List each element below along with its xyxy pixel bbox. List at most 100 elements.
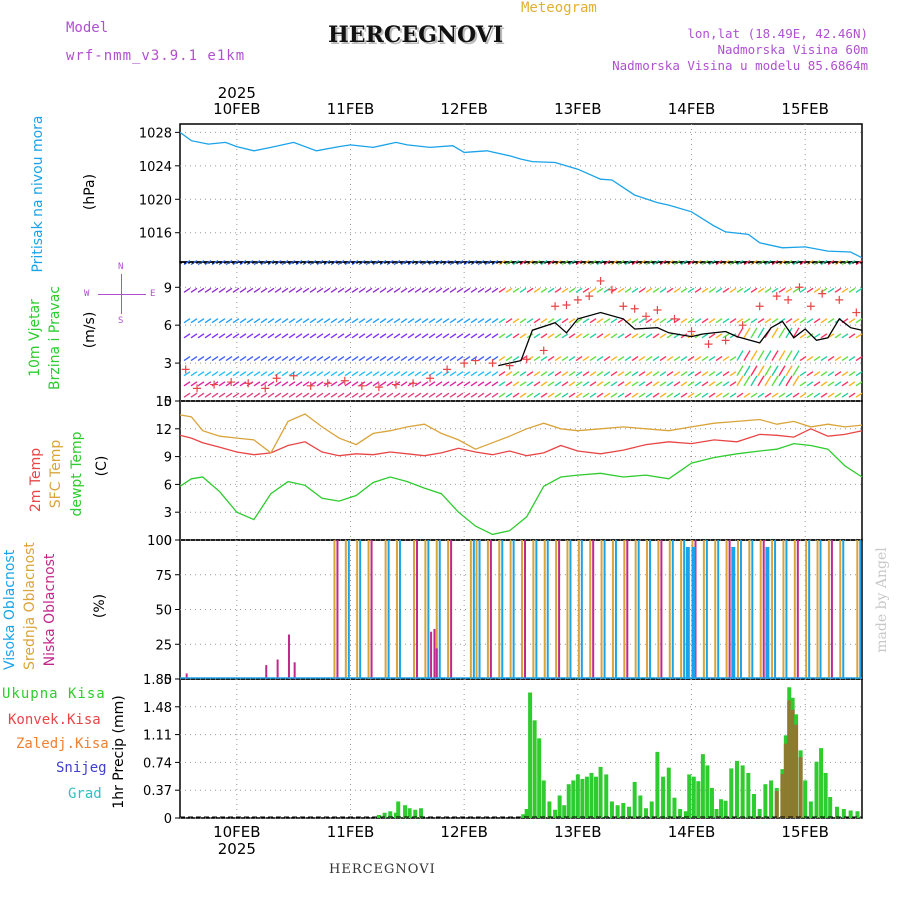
wind-barb — [211, 333, 219, 339]
cloud-low-bar — [751, 540, 754, 679]
wind-barb — [848, 287, 856, 293]
wind-barb — [463, 371, 471, 377]
wind-barb — [190, 371, 198, 377]
wind-barb — [505, 392, 513, 398]
wind-barb — [435, 259, 443, 266]
cloud-low-bar — [603, 540, 606, 679]
wind-barb — [218, 318, 226, 324]
wind-barb — [743, 318, 751, 324]
precip-ytick-label: 1.48 — [143, 701, 172, 716]
wind-barb — [687, 392, 695, 398]
wind-barb — [442, 355, 450, 362]
wind-barb — [813, 381, 821, 387]
wind-barb — [365, 392, 373, 398]
wind-barb — [806, 333, 814, 339]
wind-barb — [708, 392, 716, 398]
wind-barb — [323, 333, 331, 339]
precip-total-bar — [649, 801, 654, 818]
wind-barb — [316, 318, 324, 324]
gust-marker — [596, 276, 605, 285]
page-title: HERCEGNOVI — [328, 22, 504, 48]
model-value: wrf-nmm_v3.9.1 e1km — [66, 48, 246, 64]
wind-barb — [603, 259, 611, 266]
precip-ytick-label: 0.74 — [143, 756, 172, 771]
wind-barb — [351, 287, 359, 293]
wind-barb — [659, 287, 667, 293]
gust-marker — [738, 321, 747, 330]
wind-barb — [218, 392, 226, 398]
cloud-mid-bar — [486, 540, 489, 679]
wind-barb — [414, 355, 422, 362]
precip-total-bar — [746, 772, 751, 818]
wind-barb — [281, 371, 289, 377]
gust-marker — [539, 346, 548, 355]
wind-barb — [792, 327, 800, 339]
wind-barb — [701, 355, 709, 362]
wind-barb — [575, 333, 583, 339]
wind-barb — [512, 371, 520, 377]
wind-barb — [652, 392, 660, 398]
wind-barb — [792, 392, 800, 398]
wind-barb — [680, 371, 688, 377]
wind-barb — [253, 392, 261, 398]
wind-barb — [239, 318, 247, 324]
wind-barb — [533, 333, 541, 339]
wind-barb — [736, 318, 744, 324]
cloud-high-bar — [765, 546, 770, 679]
wind-barb — [848, 355, 856, 362]
wind-barb — [344, 355, 352, 362]
wind-barb — [365, 355, 373, 362]
cloud-low-bar — [717, 540, 720, 679]
wind-barb — [680, 392, 688, 398]
wind-barb — [260, 355, 268, 362]
wind-barb — [323, 355, 331, 362]
precip-total-bar — [819, 748, 824, 818]
wind-barb — [631, 287, 639, 293]
wind-barb — [442, 392, 450, 398]
wind-barb — [484, 392, 492, 398]
wind-barb — [442, 287, 450, 293]
wind-barb — [225, 287, 233, 293]
wind-barb — [491, 371, 499, 377]
gust-marker — [488, 359, 497, 368]
wind-barb — [512, 318, 520, 324]
wind-barb — [190, 287, 198, 293]
wind-barb — [834, 355, 842, 362]
wind-barb — [708, 381, 716, 387]
wind-barb — [533, 381, 541, 387]
precip-total-bar — [382, 812, 387, 818]
wind-barb — [841, 287, 849, 293]
wind-barb — [491, 392, 499, 398]
wind-barb — [358, 287, 366, 293]
wind-barb — [848, 333, 856, 339]
wind-barb — [694, 392, 702, 398]
wind-barb — [239, 259, 247, 266]
wind-barb — [596, 392, 604, 398]
gust-marker — [573, 295, 582, 304]
wind-barb — [281, 355, 289, 362]
wind-barb — [540, 287, 548, 293]
wind-barb — [666, 381, 674, 387]
wind-barb — [449, 392, 457, 398]
wind-barb — [512, 355, 520, 362]
wind-barb — [470, 392, 478, 398]
cloud-low-bar — [626, 540, 629, 679]
cloud-low-bar — [614, 540, 617, 679]
wind-barb — [386, 318, 394, 324]
wind-barb — [253, 371, 261, 377]
precip-total-bar — [594, 776, 599, 818]
wind-barb — [589, 355, 597, 362]
wind-barb — [204, 287, 212, 293]
wind-barb — [393, 333, 401, 339]
precip-total-bar — [763, 784, 768, 818]
wind-barb — [638, 318, 646, 324]
cloud-low-bar — [370, 540, 373, 679]
wind-barb — [435, 355, 443, 362]
wind-barb — [211, 381, 219, 387]
wind-barb — [729, 355, 737, 362]
wind-barb — [197, 371, 205, 377]
temp-line-1 — [179, 413, 863, 454]
wind-barb — [351, 371, 359, 377]
wind-ytick-label: 9 — [164, 281, 172, 296]
precip-total-bar — [729, 768, 734, 818]
